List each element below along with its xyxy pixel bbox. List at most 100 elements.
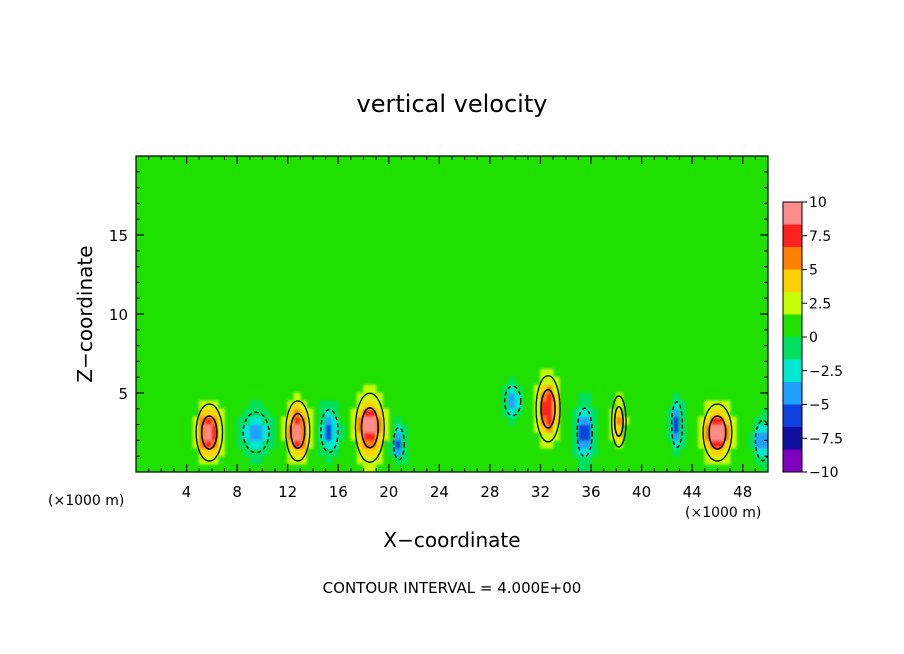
heatmap-cell [540,392,548,402]
heatmap-cell [755,416,762,425]
heatmap-cell [255,432,263,441]
heatmap-cell [318,448,326,457]
heatmap-cell [369,424,377,433]
heatmap-cell [293,455,301,465]
heatmap-cell [546,384,554,394]
contour-line [670,401,684,449]
heatmap-cell [704,432,712,441]
heatmap-cell [578,392,586,402]
heatmap-cell [710,408,718,417]
contour-line [754,419,768,462]
heatmap-cell [382,424,390,433]
heatmap-cell [198,440,206,449]
heatmap-cell [249,416,257,425]
heatmap-cell [533,400,541,410]
heatmap-cell [375,408,383,417]
heatmap-cell [717,432,725,441]
heatmap-cell [369,400,377,410]
heatmap-cell [616,424,623,433]
heatmap-cell [249,432,257,441]
heatmap-cell [609,424,617,433]
heatmap-cell [672,448,680,457]
heatmap-cell [672,432,680,441]
heatmap-cell [325,416,333,425]
x-tick-label: 12 [278,483,297,501]
heatmap-cell [331,408,339,417]
heatmap-cell [672,440,680,449]
heatmap-cell [331,440,339,449]
heatmap-cell [704,455,712,465]
heatmap-cell [584,448,592,457]
heatmap-cell [704,416,712,425]
heatmap-cell [318,424,326,433]
heatmap-cell [249,440,257,449]
heatmap-cell [388,448,396,457]
heatmap-cell [369,408,377,417]
heatmap-cell [729,440,737,449]
heatmap-cell [337,424,345,433]
heatmap-cell [590,408,598,417]
contour-line [242,411,270,454]
heatmap-cell [584,432,592,441]
heatmap-cell [318,400,326,410]
heatmap-cell [540,400,548,410]
heatmap-cell [698,424,706,433]
heatmap-cell [546,440,554,449]
contour-lines [195,375,768,463]
heatmap-cell [723,416,731,425]
heatmap-cell [205,440,213,449]
heatmap-cell [710,440,718,449]
heatmap-cell [502,408,510,417]
colorbar-swatch [783,449,802,473]
x-axis-ticks: 4 8 12 16 20 24 28 32 36 40 44 48 [148,156,756,501]
heatmap-cell [552,376,560,386]
heatmap-cell [672,392,680,402]
heatmap-cell [300,448,307,457]
heatmap-cell [255,408,263,417]
x-axis-unit: (×1000 m) [685,505,761,521]
heatmap-cell [514,384,522,394]
colorbar-tick-label: 0 [809,330,818,346]
heatmap-cell [540,432,548,441]
heatmap-cell [363,463,371,472]
heatmap-cell [211,400,219,410]
chart-title: vertical velocity [357,90,548,118]
heatmap-cell [356,432,364,441]
heatmap-cell [217,424,225,433]
heatmap-cell [717,416,725,425]
x-tick-label: 44 [683,483,702,501]
heatmap-cell [382,408,390,417]
contour-line [290,412,306,450]
heatmap-cell [584,408,592,417]
heatmap-cell [375,392,383,402]
heatmap-cell [578,463,586,472]
heatmap-cell [287,416,295,425]
heatmap-cell [394,432,402,441]
heatmap-cell [552,400,560,410]
y-tick-label: 5 [118,385,128,403]
heatmap-cell [331,416,339,425]
heatmap-cell [293,400,301,410]
heatmap-cell [363,384,371,394]
heatmap-cell [552,408,560,417]
x-tick-label: 8 [232,483,242,501]
heatmap-cell [356,392,364,402]
heatmap-cell [717,448,725,457]
heatmap-cell [281,416,288,425]
heatmap-cell [584,424,592,433]
heatmap-cell [363,432,371,441]
heatmap-cell [268,440,276,449]
heatmap-cell [211,455,219,465]
heatmap-cell [363,424,371,433]
contour-line [320,408,339,454]
heatmap-cell [761,432,768,441]
contour-line [708,415,727,450]
heatmap-cell [293,448,301,457]
heatmap-cell [249,400,257,410]
heatmap-cell [268,432,276,441]
heatmap-cell [293,392,301,402]
colorbar-swatch [783,247,802,270]
heatmap-cell [578,408,586,417]
colorbar-tick-label: −2.5 [809,364,843,380]
